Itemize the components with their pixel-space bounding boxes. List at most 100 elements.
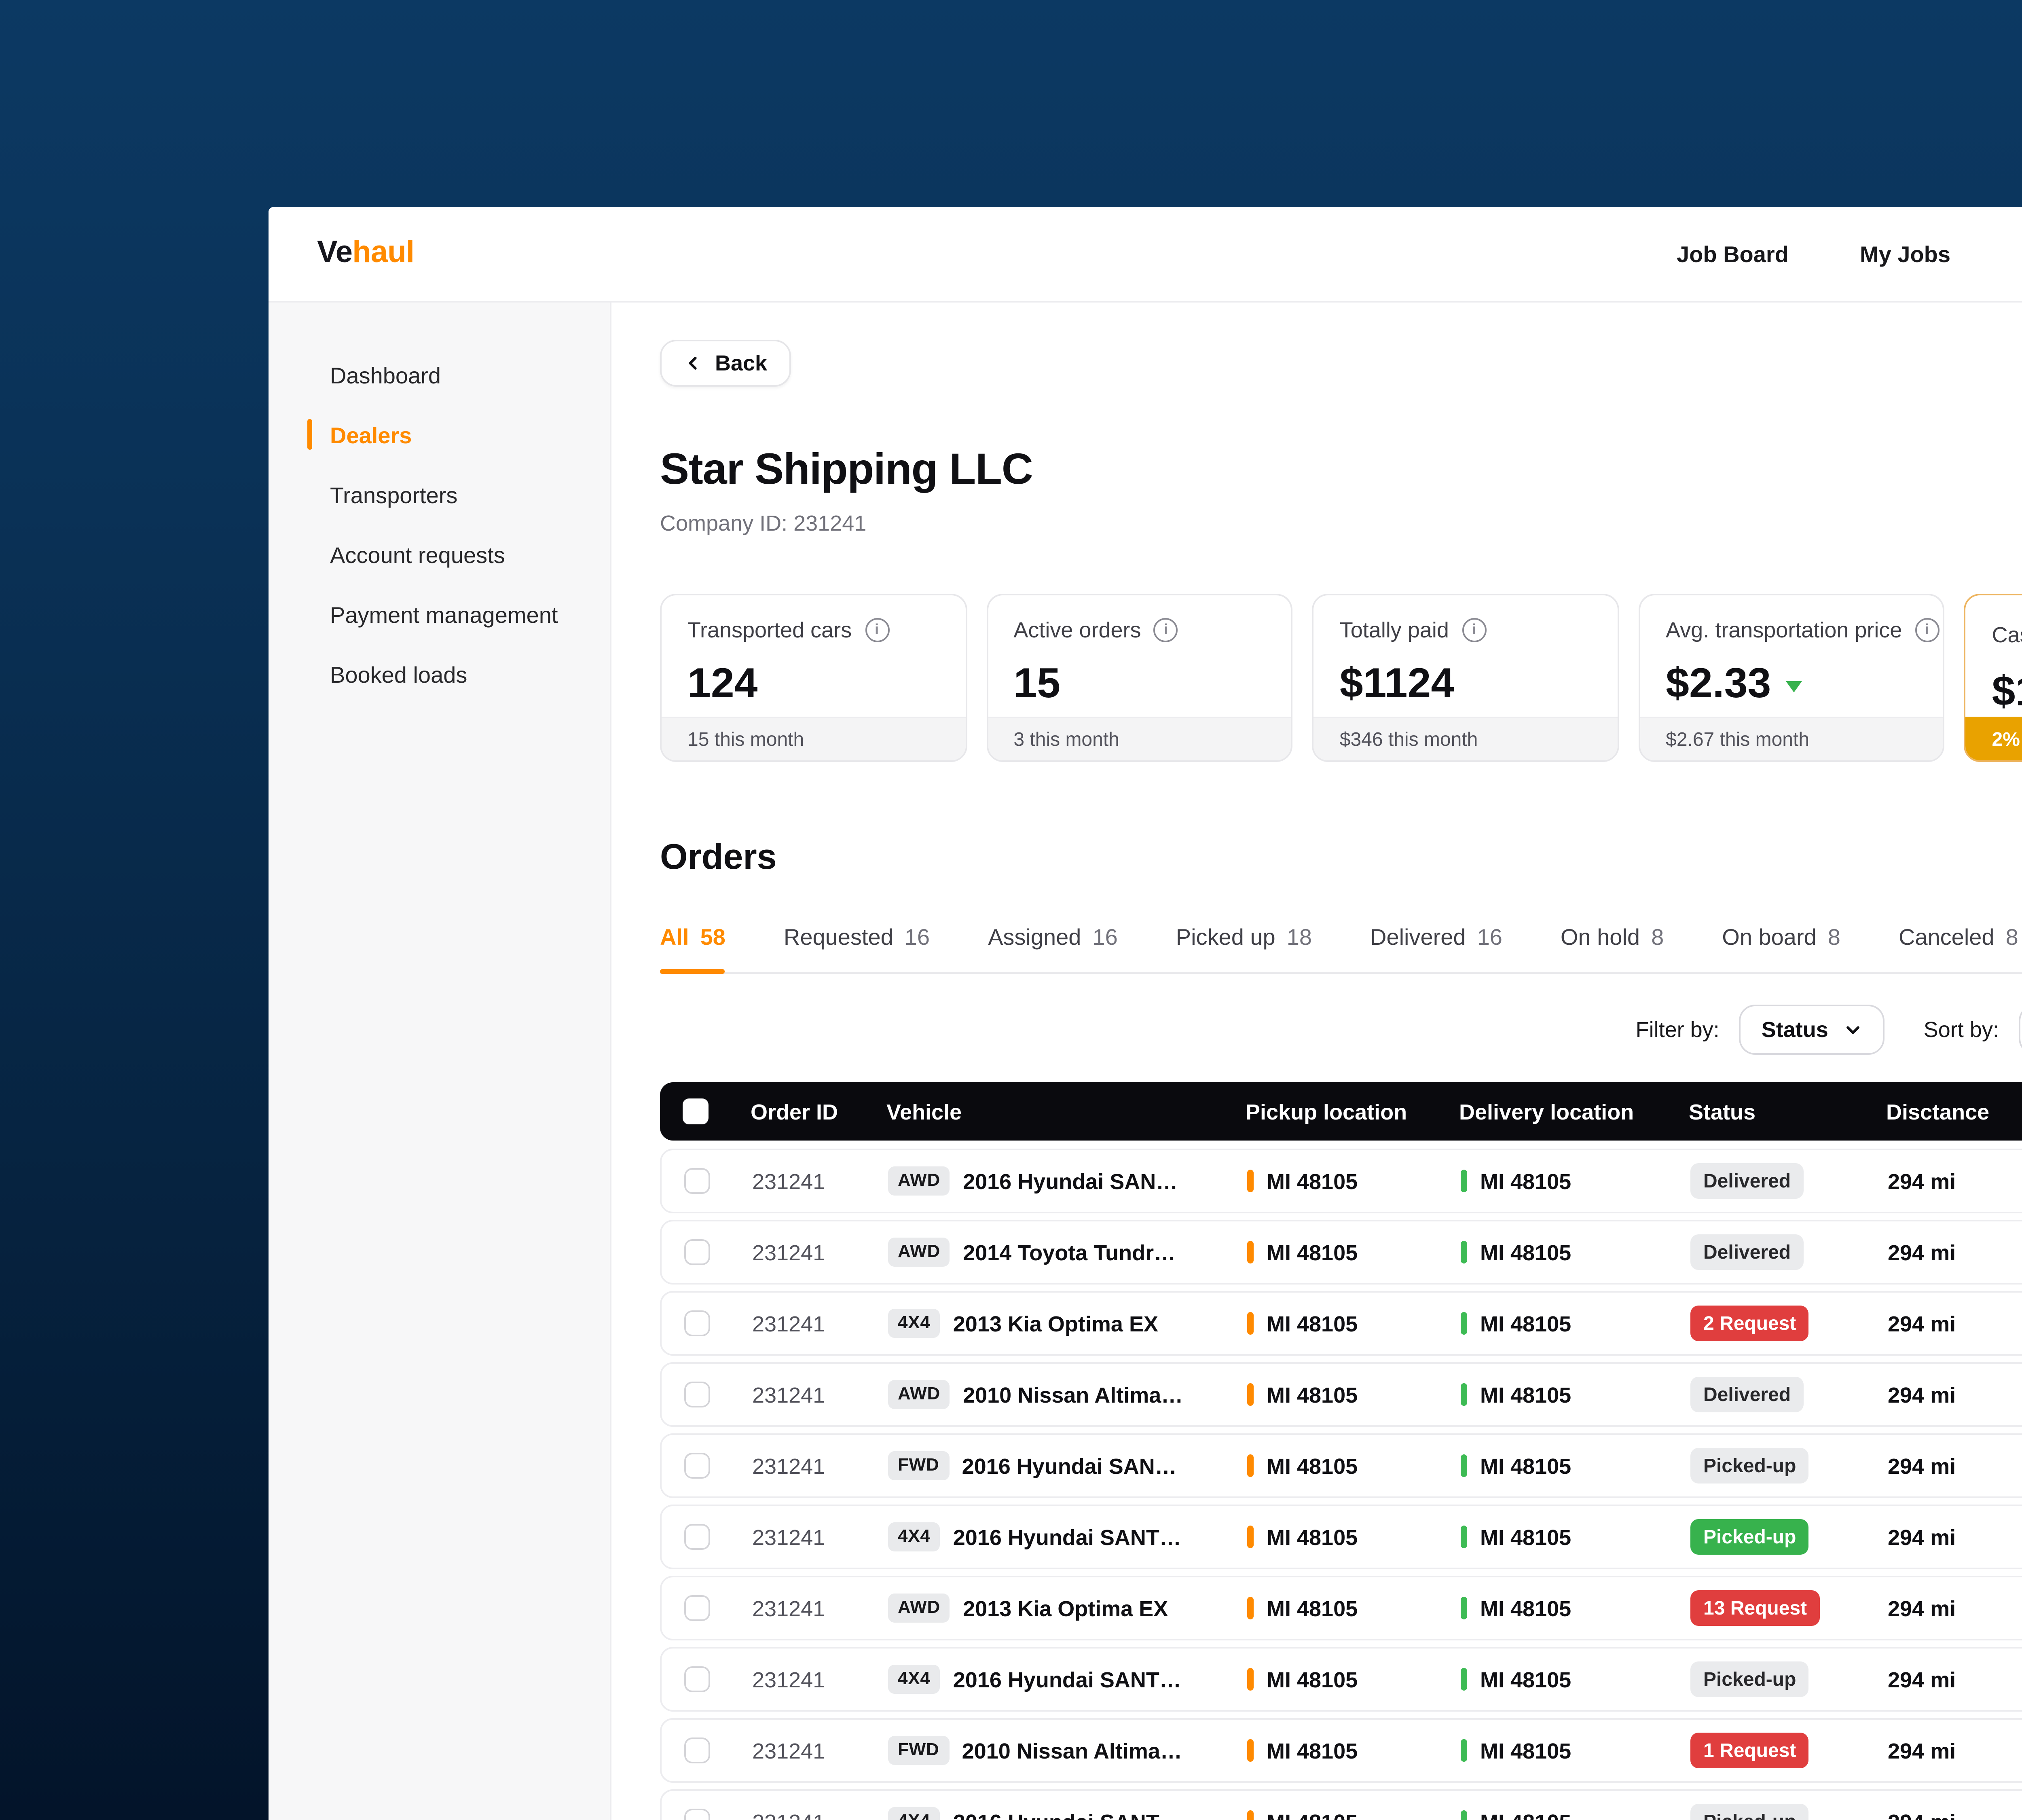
pickup-location: MI 48105 (1267, 1596, 1358, 1620)
tab-count: 16 (1477, 924, 1502, 950)
delivery-marker-icon (1461, 1383, 1467, 1406)
tab-count: 16 (904, 924, 930, 950)
table-header: Order ID Vehicle Pickup location Deliver… (660, 1082, 2022, 1141)
table-row: 231241 4X4 2013 Kia Optima EX MI 48105 M… (660, 1291, 2022, 1356)
row-checkbox[interactable] (684, 1809, 710, 1820)
order-id: 231241 (752, 1382, 825, 1407)
pickup-location: MI 48105 (1267, 1667, 1358, 1691)
order-id: 231241 (752, 1596, 825, 1620)
company-id: Company ID: 231241 (660, 511, 867, 535)
vehicle-name: 2014 Toyota Tundr… (963, 1240, 1176, 1264)
sidebar-item-label: Booked loads (330, 661, 467, 687)
row-checkbox[interactable] (684, 1453, 710, 1479)
row-checkbox[interactable] (684, 1737, 710, 1763)
delivery-marker-icon (1461, 1739, 1467, 1762)
select-all-checkbox[interactable] (683, 1098, 709, 1124)
tab-assigned[interactable]: Assigned 16 (988, 924, 1118, 972)
tab-on-hold[interactable]: On hold 8 (1561, 924, 1664, 972)
pickup-marker-icon (1247, 1170, 1254, 1192)
info-icon[interactable] (865, 618, 889, 642)
pickup-location: MI 48105 (1267, 1525, 1358, 1549)
delivery-location: MI 48105 (1480, 1454, 1571, 1478)
distance-value: 294 mi (1888, 1240, 1956, 1264)
status-badge: 13 Request (1690, 1590, 1820, 1626)
tab-canceled[interactable]: Canceled 8 (1899, 924, 2018, 972)
info-icon[interactable] (1915, 618, 1940, 642)
stat-card-transported-cars: Transported cars 124 15 this month (660, 594, 967, 762)
order-id: 231241 (752, 1809, 825, 1820)
sidebar: Dashboard Dealers Transporters Account r… (269, 303, 611, 1820)
status-filter-dropdown[interactable]: Status (1739, 1005, 1885, 1055)
sidebar-item-dashboard[interactable]: Dashboard (269, 345, 610, 404)
col-delivery-location: Delivery location (1459, 1099, 1634, 1124)
delivery-location: MI 48105 (1480, 1667, 1571, 1691)
stat-value: $2.33 (1666, 658, 1771, 707)
header-nav: Job Board My Jobs (1677, 241, 1950, 267)
stats-row: Transported cars 124 15 this month Activ… (660, 594, 2022, 762)
drivetrain-badge: AWD (888, 1594, 950, 1623)
row-checkbox[interactable] (684, 1168, 710, 1194)
drivetrain-badge: 4X4 (888, 1309, 940, 1338)
distance-value: 294 mi (1888, 1738, 1956, 1763)
stat-value: 15 (1013, 658, 1061, 707)
tab-label: Picked up (1176, 924, 1275, 950)
vehicle-name: 2016 Hyundai SANT… (953, 1525, 1181, 1549)
status-badge: Picked-up (1690, 1519, 1809, 1555)
pickup-marker-icon (1247, 1454, 1254, 1477)
col-order-id: Order ID (751, 1099, 838, 1124)
sidebar-item-booked-loads[interactable]: Booked loads (269, 644, 610, 704)
back-button[interactable]: Back (660, 340, 792, 387)
delivery-marker-icon (1461, 1597, 1467, 1619)
tab-all[interactable]: All 58 (660, 924, 726, 974)
drivetrain-badge: AWD (888, 1166, 950, 1196)
tab-requested[interactable]: Requested 16 (784, 924, 930, 972)
info-icon[interactable] (1154, 618, 1178, 642)
row-checkbox[interactable] (684, 1239, 710, 1265)
pickup-location: MI 48105 (1267, 1809, 1358, 1820)
sort-dropdown[interactable]: Newest to oldest (2018, 1005, 2022, 1055)
distance-value: 294 mi (1888, 1809, 1956, 1820)
orders-title: Orders (660, 836, 777, 877)
filter-row: Filter by: Status Sort by: Newest to old… (660, 1005, 2022, 1055)
stat-footer: 3 this month (1013, 728, 1119, 751)
sidebar-item-transporters[interactable]: Transporters (269, 464, 610, 524)
table-row: 231241 4X4 2016 Hyundai SANT… MI 48105 M… (660, 1505, 2022, 1569)
tab-on-board[interactable]: On board 8 (1722, 924, 1840, 972)
stat-label: Avg. transportation price (1666, 618, 1902, 642)
sidebar-item-label: Payment management (330, 601, 558, 627)
delivery-location: MI 48105 (1480, 1738, 1571, 1763)
status-badge: Delivered (1690, 1163, 1804, 1199)
delivery-location: MI 48105 (1480, 1382, 1571, 1407)
row-checkbox[interactable] (684, 1382, 710, 1407)
stat-value: 124 (687, 658, 758, 707)
tab-count: 58 (700, 924, 725, 950)
orders-tabs: All 58 Requested 16 Assigned 16 Picked u… (660, 924, 2022, 974)
sidebar-item-account-requests[interactable]: Account requests (269, 524, 610, 584)
row-checkbox[interactable] (684, 1310, 710, 1336)
row-checkbox[interactable] (684, 1666, 710, 1692)
sort-by-label: Sort by: (1923, 1018, 1999, 1042)
delivery-marker-icon (1461, 1810, 1467, 1820)
col-vehicle: Vehicle (886, 1099, 962, 1124)
pickup-marker-icon (1247, 1241, 1254, 1263)
tab-count: 8 (1827, 924, 1840, 950)
info-icon[interactable] (1462, 618, 1486, 642)
table-row: 231241 AWD 2010 Nissan Altima… MI 48105 … (660, 1362, 2022, 1427)
pickup-marker-icon (1247, 1312, 1254, 1335)
header-nav-job-board[interactable]: Job Board (1677, 241, 1789, 267)
tab-picked-up[interactable]: Picked up 18 (1176, 924, 1312, 972)
header-nav-my-jobs[interactable]: My Jobs (1859, 241, 1950, 267)
tab-delivered[interactable]: Delivered 16 (1370, 924, 1502, 972)
sidebar-item-payment-management[interactable]: Payment management (269, 584, 610, 644)
sidebar-item-dealers[interactable]: Dealers (269, 404, 610, 464)
tab-label: Assigned (988, 924, 1081, 950)
row-checkbox[interactable] (684, 1524, 710, 1550)
col-distance: Disctance (1886, 1099, 1990, 1124)
pickup-location: MI 48105 (1267, 1311, 1358, 1335)
tab-label: Delivered (1370, 924, 1466, 950)
table-row: 231241 FWD 2016 Hyundai SAN… MI 48105 MI… (660, 1433, 2022, 1498)
row-checkbox[interactable] (684, 1595, 710, 1621)
order-id: 231241 (752, 1311, 825, 1335)
stat-label: Transported cars (687, 618, 852, 642)
